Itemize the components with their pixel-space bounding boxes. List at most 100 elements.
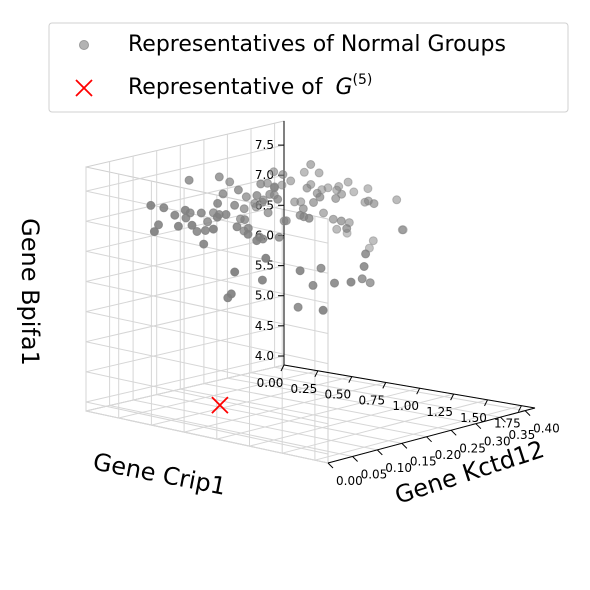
point-normal-40: [336, 216, 346, 226]
point-normal-54: [263, 178, 272, 188]
y-tick-label-6: 0.30: [484, 435, 511, 449]
point-normal-46: [187, 220, 197, 230]
point-normal-101: [257, 275, 267, 285]
point-normal-76: [241, 192, 251, 202]
point-normal-27: [203, 217, 213, 227]
point-normal-62: [184, 175, 194, 185]
z-grid-left-1: [85, 325, 285, 373]
z-tick-label-7: 7.5: [255, 138, 274, 152]
y-tick-label-5: 0.25: [459, 441, 486, 455]
point-normal-24: [331, 194, 341, 203]
point-normal-51: [185, 208, 195, 218]
legend: Representatives of Normal Groups Represe…: [48, 22, 569, 113]
point-normal-104: [223, 293, 233, 303]
y-grid-floor-6: [227, 377, 476, 425]
point-g5-0: [211, 396, 229, 414]
point-normal-22: [319, 208, 328, 218]
point-normal-42: [314, 168, 324, 178]
point-normal-70: [392, 195, 402, 205]
point-normal-67: [306, 160, 316, 169]
point-normal-91: [295, 266, 305, 276]
point-normal-84: [332, 185, 342, 195]
point-normal-44: [214, 172, 224, 182]
y-grid-floor-5: [203, 383, 452, 431]
z-grid-back-3: [85, 311, 329, 365]
point-normal-105: [293, 302, 303, 312]
z-grid-left-0: [85, 355, 285, 403]
point-normal-11: [296, 197, 306, 207]
point-normal-20: [170, 210, 180, 220]
point-normal-73: [232, 222, 242, 232]
point-normal-92: [330, 278, 339, 288]
z-tick-label-2: 5.0: [255, 289, 274, 303]
z-grid-left-2: [85, 295, 285, 343]
point-normal-72: [251, 202, 261, 212]
y-axis-line: [327, 407, 536, 464]
x-tick-mark-0: [280, 364, 285, 372]
point-normal-31: [159, 203, 169, 213]
legend-label-g5: Representative of G(5): [128, 72, 372, 100]
point-normal-106: [368, 236, 378, 246]
x-tick-mark-5: [450, 393, 455, 401]
point-normal-37: [363, 184, 373, 194]
y-tick-mark-8: [524, 410, 531, 416]
y-tick-mark-0: [327, 462, 334, 469]
x-tick-mark-1: [314, 370, 319, 378]
z-tick-label-1: 4.5: [255, 319, 274, 333]
point-normal-56: [263, 208, 273, 218]
point-normal-60: [239, 226, 249, 236]
point-normal-59: [277, 180, 287, 190]
x-tick-label-4: 1.00: [392, 399, 419, 413]
x-tick-mark-3: [382, 382, 387, 389]
y-tick-label-4: 0.20: [435, 448, 462, 462]
x-tick-label-1: 0.25: [291, 382, 318, 396]
point-normal-94: [316, 263, 326, 273]
x-tick-mark-7: [517, 405, 522, 412]
x-grid-floor-6: [282, 399, 488, 454]
y-tick-label-0: 0.00: [336, 474, 363, 488]
point-normal-78: [213, 198, 223, 208]
point-normal-7: [208, 208, 218, 218]
point-normal-45: [328, 214, 338, 224]
legend-label-normal-groups: Representatives of Normal Groups: [128, 32, 506, 57]
legend-label-g5-base: G: [335, 75, 352, 100]
point-normal-110: [397, 225, 407, 235]
x-grid-floor-5: [249, 393, 454, 447]
x-grid-floor-4: [216, 387, 420, 440]
point-normal-0: [269, 183, 279, 193]
axes-grid: [85, 123, 526, 464]
y-tick-mark-6: [475, 423, 482, 430]
z-tick-label-3: 5.5: [255, 259, 274, 273]
point-normal-90: [261, 253, 271, 263]
x-axis-label: Gene Crip1: [91, 448, 229, 501]
point-normal-77: [274, 232, 284, 242]
point-normal-109: [364, 243, 374, 253]
data-points: [146, 160, 408, 414]
z-grid-left-4: [85, 235, 285, 282]
point-normal-86: [196, 208, 206, 218]
point-normal-34: [279, 216, 289, 226]
point-normal-88: [154, 220, 163, 230]
point-normal-36: [149, 227, 159, 237]
point-normal-25: [173, 221, 183, 231]
point-normal-100: [361, 249, 371, 259]
point-normal-19: [278, 170, 288, 179]
legend-marker-g5: [75, 79, 93, 97]
point-normal-23: [225, 177, 235, 187]
point-normal-95: [357, 274, 367, 284]
x-tick-label-0: 0.00: [257, 376, 284, 390]
point-normal-5: [239, 204, 249, 214]
point-normal-111: [342, 228, 352, 238]
y-tick-mark-1: [352, 456, 358, 462]
y-tick-mark-4: [426, 436, 432, 443]
z-grid-left-6: [85, 174, 285, 222]
point-normal-107: [398, 225, 408, 235]
z-grid-back-5: [85, 250, 329, 304]
point-normal-41: [230, 200, 240, 210]
y-tick-mark-7: [500, 416, 506, 423]
point-normal-17: [200, 226, 210, 235]
axes-lines: [283, 121, 536, 464]
point-normal-16: [299, 167, 309, 177]
y-grid-floor-7: [250, 372, 501, 418]
